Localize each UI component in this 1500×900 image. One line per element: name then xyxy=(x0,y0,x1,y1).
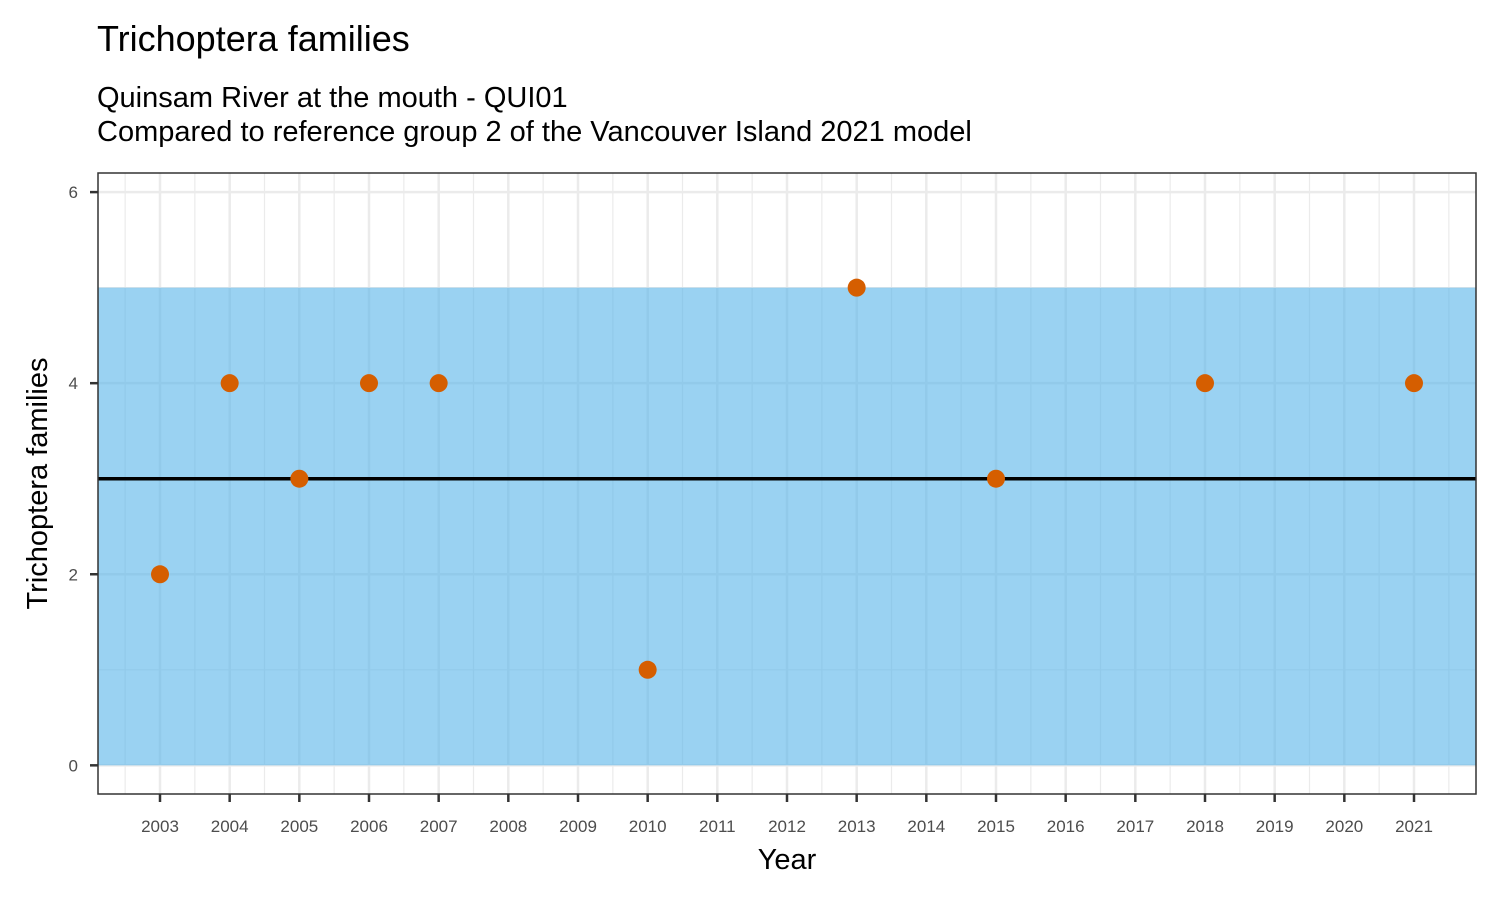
y-tick-label: 6 xyxy=(69,183,78,202)
x-tick-label: 2004 xyxy=(211,817,249,836)
x-tick-label: 2008 xyxy=(489,817,527,836)
x-tick-label: 2016 xyxy=(1047,817,1085,836)
data-point xyxy=(290,469,309,488)
data-point xyxy=(847,278,866,297)
data-point xyxy=(987,469,1005,488)
x-tick-label: 2011 xyxy=(699,817,736,836)
axis-layer: 2003 2004 2005 2006 2007 2008 2009 2010 2011 2012… xyxy=(69,183,1433,836)
y-axis-title: Trichoptera families xyxy=(22,358,54,610)
data-point xyxy=(1405,374,1423,393)
data-point xyxy=(638,660,657,679)
x-tick-label: 2021 xyxy=(1395,817,1433,836)
x-tick-label: 2010 xyxy=(629,817,667,836)
x-tick-label: 2017 xyxy=(1116,817,1154,836)
data-point xyxy=(429,374,448,393)
chart-subtitle-line-1: Quinsam River at the mouth - QUI01 xyxy=(97,82,568,114)
data-point xyxy=(360,374,378,393)
chart-subtitle-line-2: Compared to reference group 2 of the Van… xyxy=(97,116,972,148)
x-tick-label: 2015 xyxy=(977,817,1015,836)
x-tick-label: 2018 xyxy=(1186,817,1224,836)
x-tick-label: 2019 xyxy=(1256,817,1294,836)
x-tick-label: 2007 xyxy=(420,817,458,836)
data-points-layer xyxy=(151,278,1423,679)
data-point xyxy=(1196,374,1214,393)
y-tick-label: 4 xyxy=(69,374,78,393)
x-tick-label: 2005 xyxy=(280,817,318,836)
y-tick-label: 2 xyxy=(69,565,78,584)
x-tick-label: 2013 xyxy=(838,817,876,836)
chart-title: Trichoptera families xyxy=(97,18,410,59)
x-tick-label: 2014 xyxy=(907,817,945,836)
reference-band-layer xyxy=(98,287,1476,766)
x-tick-label: 2009 xyxy=(559,817,597,836)
y-tick-label: 0 xyxy=(69,756,78,775)
data-point xyxy=(151,565,169,584)
x-axis-title: Year xyxy=(758,844,817,876)
x-tick-label: 2006 xyxy=(350,817,388,836)
x-tick-label: 2012 xyxy=(768,817,806,836)
x-tick-label: 2003 xyxy=(141,817,179,836)
x-tick-label: 2020 xyxy=(1325,817,1363,836)
data-point xyxy=(220,374,239,393)
reference-band xyxy=(98,287,1476,766)
